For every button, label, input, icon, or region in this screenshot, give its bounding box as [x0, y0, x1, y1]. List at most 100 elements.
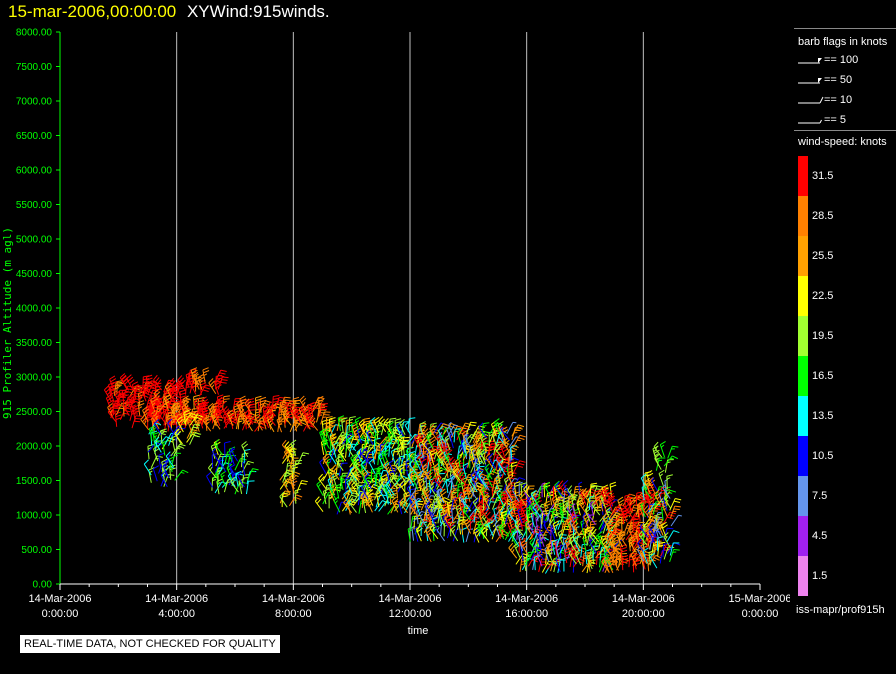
barb-flag — [237, 471, 243, 477]
barb-flag — [258, 421, 262, 425]
wind-barb — [176, 416, 184, 433]
barb-shaft — [190, 408, 194, 422]
barb-flag — [115, 384, 122, 387]
barb-flag — [229, 464, 236, 469]
barb-flag — [291, 480, 298, 485]
barb-flag — [152, 402, 156, 406]
barb-shaft — [158, 401, 168, 413]
barb-shaft — [189, 380, 194, 394]
barb-shaft — [184, 415, 194, 427]
barb-shaft — [112, 401, 114, 415]
wind-barb — [152, 465, 159, 482]
barb-shaft — [528, 503, 531, 518]
barb-flag — [518, 437, 525, 440]
barb-flag — [242, 443, 249, 449]
barb-flag — [511, 549, 515, 553]
barb-flag — [129, 401, 136, 406]
barb-flag — [165, 451, 171, 457]
barb-shaft — [257, 402, 261, 416]
barb-shaft — [167, 422, 175, 435]
barb-shaft — [281, 444, 291, 456]
barb-shaft — [109, 378, 115, 392]
barb-shaft — [234, 458, 242, 471]
barb-flag — [319, 404, 326, 406]
barb-flag — [179, 377, 184, 383]
barb-shaft — [314, 500, 324, 512]
barb-flag — [169, 467, 176, 471]
barb-shaft — [158, 455, 162, 469]
barb-flag — [291, 406, 297, 412]
barb-flag — [160, 428, 167, 432]
barb-shaft — [283, 482, 291, 495]
barb-flag — [255, 395, 262, 399]
barb-shaft — [224, 451, 228, 465]
barb-flag — [302, 401, 306, 406]
barb-flag — [242, 415, 245, 419]
barb-flag — [122, 394, 129, 398]
barb-flag — [140, 414, 146, 420]
barb-shaft — [137, 402, 141, 416]
barb-shaft — [129, 408, 134, 421]
barb-shaft — [107, 411, 117, 423]
barb-shaft — [244, 413, 254, 425]
wind-barb — [240, 452, 249, 468]
barb-shaft — [283, 414, 286, 428]
barb-shaft — [298, 408, 304, 422]
barb-shaft — [288, 476, 295, 490]
barb-shaft — [202, 369, 206, 383]
barb-shaft — [390, 451, 396, 465]
barb-flag — [519, 477, 526, 481]
barb-shaft — [258, 400, 267, 413]
barb-shaft — [162, 465, 170, 479]
wind-barb — [320, 427, 329, 444]
barb-flag — [193, 397, 200, 403]
barb-flag — [301, 405, 307, 411]
barb-flag — [244, 398, 250, 404]
barb-shaft — [445, 480, 449, 494]
barb-flag — [224, 408, 230, 414]
barb-shaft — [208, 382, 217, 395]
barb-flag — [284, 473, 291, 478]
wind-barb — [145, 374, 154, 391]
barb-shaft — [215, 453, 222, 467]
barb-shaft — [174, 469, 184, 481]
barb-shaft — [244, 402, 253, 415]
barb-flag — [282, 492, 289, 495]
barb-shaft — [161, 467, 165, 481]
barb-flag — [115, 411, 122, 415]
wind-barb — [148, 425, 156, 442]
barb-flag — [379, 418, 385, 424]
barb-flag — [132, 404, 139, 409]
y-tick-label: 3000.00 — [16, 373, 53, 384]
barb-flag — [221, 379, 228, 381]
barb-flag — [214, 439, 220, 445]
barb-shaft — [302, 419, 310, 432]
barb-shaft — [168, 459, 173, 473]
barb-shaft — [160, 430, 163, 444]
barb-flag — [329, 417, 336, 420]
barb-flag — [121, 375, 127, 381]
barb-shaft — [176, 420, 184, 433]
barb-flag — [208, 378, 214, 384]
barb-flag — [166, 417, 171, 421]
barb-shaft — [310, 404, 314, 418]
barb-shaft — [214, 413, 221, 426]
x-tick-time: 12:00:00 — [389, 608, 432, 620]
barb-flag — [519, 460, 526, 463]
wind-barb — [126, 374, 135, 391]
header-title: XYWind:915winds. — [186, 2, 330, 21]
barb-flag — [130, 404, 137, 409]
barb-shaft — [193, 419, 200, 432]
barb-shaft — [131, 384, 137, 398]
barb-flag — [276, 416, 283, 421]
barb-shaft — [174, 433, 183, 445]
wind-barb — [255, 414, 263, 431]
barb-flag — [167, 407, 174, 410]
barb-flag — [191, 410, 197, 416]
barb-flag — [117, 382, 124, 386]
barb-flag — [470, 421, 477, 424]
wind-barb — [230, 446, 239, 462]
barb-shaft — [186, 426, 194, 439]
barb-flag — [227, 409, 233, 415]
wind-barb — [314, 496, 324, 512]
